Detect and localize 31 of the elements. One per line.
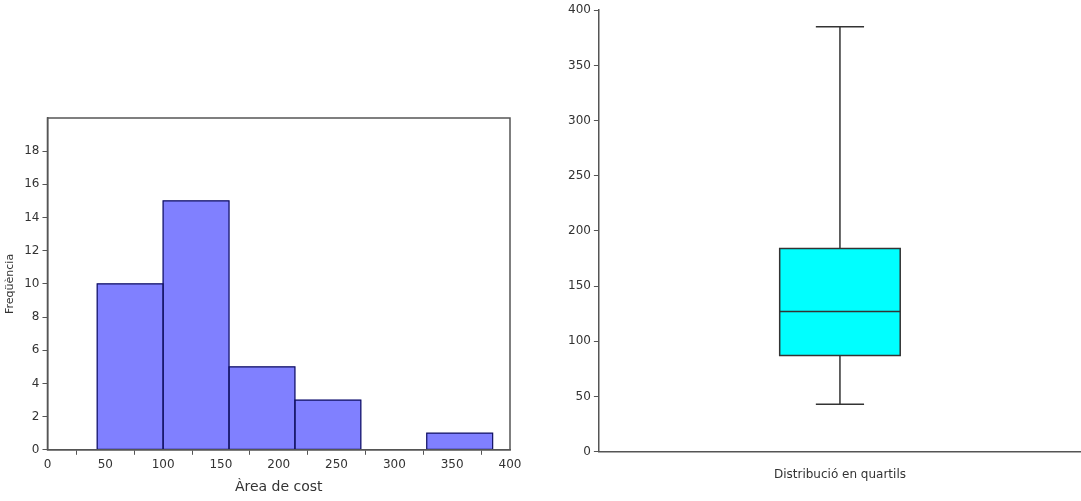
y-tick-label: 100	[568, 333, 591, 348]
x-axis-title: Àrea de cost	[234, 478, 324, 495]
y-tick-label: 0	[583, 443, 591, 458]
x-tick-label: 200	[267, 457, 291, 472]
y-tick-label: 400	[568, 2, 591, 17]
x-tick-label: 150	[209, 457, 233, 472]
y-tick-label: 10	[24, 276, 40, 291]
y-tick-label: 250	[568, 167, 591, 182]
x-tick-label: 300	[382, 457, 406, 472]
x-tick-label: 50	[97, 457, 113, 472]
x-tick-label: 0	[43, 457, 52, 472]
x-tick-label: 100	[151, 457, 175, 472]
y-tick-label: 50	[575, 388, 591, 403]
y-tick-label: 4	[31, 375, 40, 390]
y-axis-title: Freqüència	[3, 253, 17, 314]
y-tick-label: 16	[24, 176, 40, 191]
y-tick-label: 2	[31, 408, 40, 423]
y-tick-label: 14	[24, 209, 40, 224]
y-tick-label: 6	[31, 342, 40, 357]
y-tick-label: 200	[568, 223, 591, 238]
x-tick-label: 400	[498, 457, 522, 472]
y-tick-label: 350	[568, 57, 591, 72]
x-tick-label: 250	[325, 457, 348, 472]
y-tick-label: 300	[568, 112, 591, 127]
y-tick-label: 12	[24, 242, 40, 257]
y-tick-label: 18	[24, 143, 40, 158]
y-tick-label: 8	[31, 309, 40, 324]
y-tick-label: 150	[568, 278, 591, 293]
x-tick-label: 350	[440, 457, 464, 472]
x-tick-label: Distribució en quartils	[773, 466, 906, 481]
y-tick-label: 0	[31, 441, 40, 456]
